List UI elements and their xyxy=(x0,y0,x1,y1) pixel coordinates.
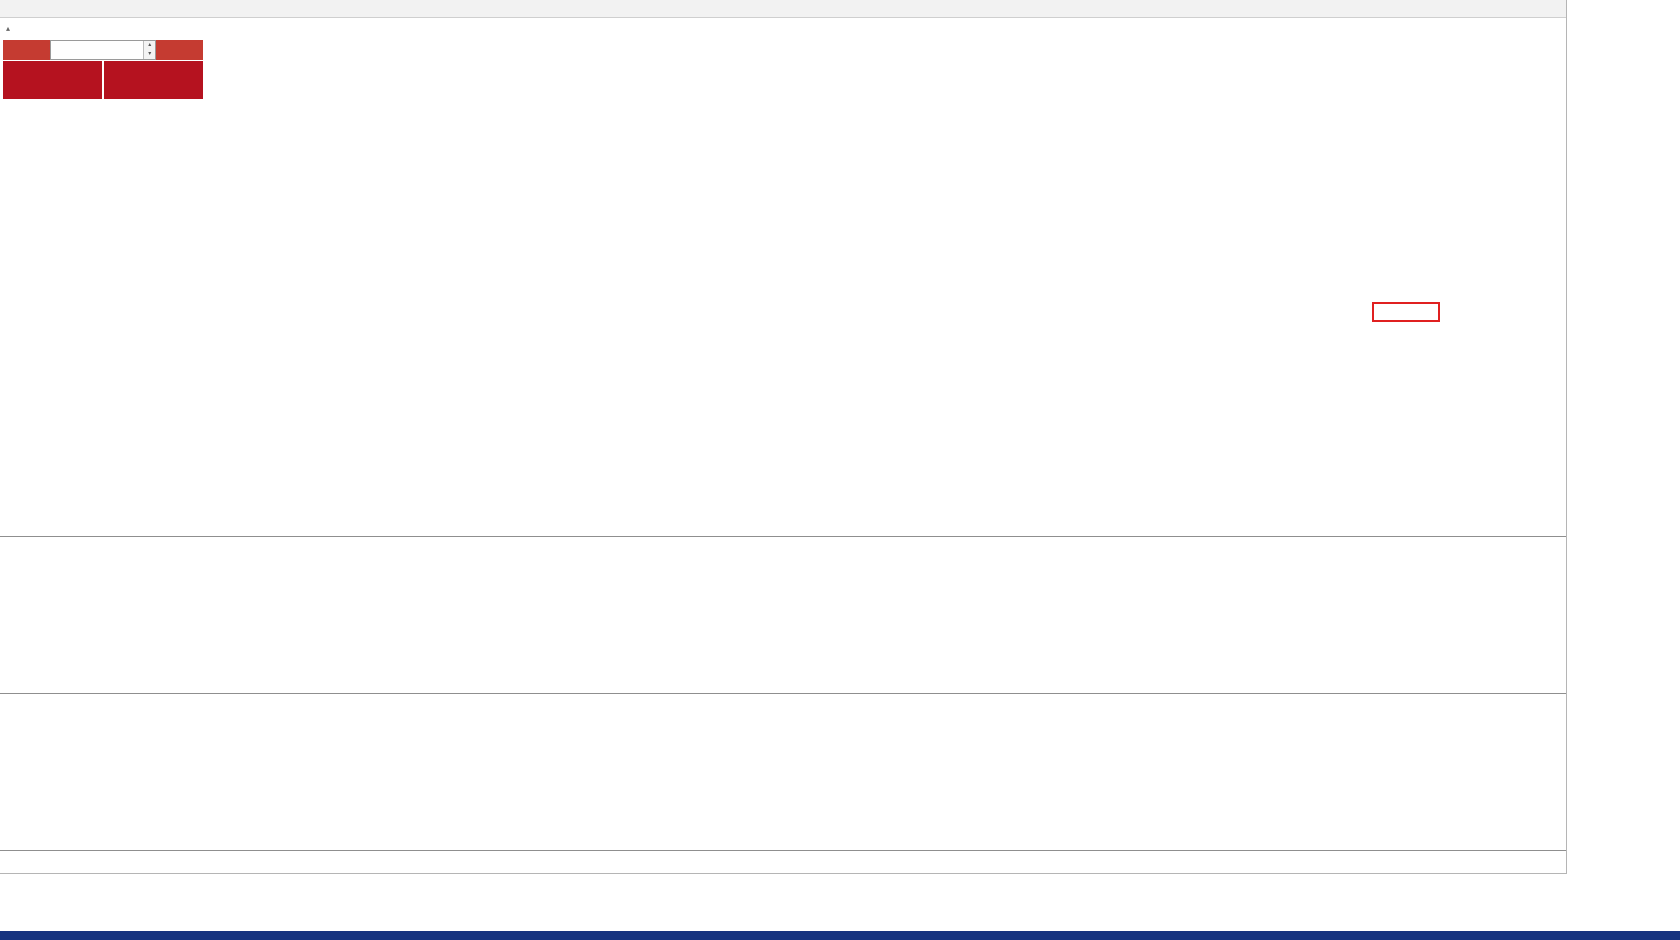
buy-price-button[interactable] xyxy=(104,61,203,99)
volume-decrease-button[interactable]: ▾ xyxy=(144,50,155,59)
macd-indicator-pane xyxy=(0,537,1566,694)
rsi-indicator-pane xyxy=(0,694,1566,851)
volume-stepper: ▴ ▾ xyxy=(143,41,155,59)
volume-box: ▴ ▾ xyxy=(50,40,156,60)
buy-button[interactable] xyxy=(156,40,203,60)
volume-input[interactable] xyxy=(51,41,144,59)
trading-platform-window: ▴ ▴ ▾ xyxy=(0,0,1567,874)
volume-increase-button[interactable]: ▴ xyxy=(144,41,155,50)
sell-price-button[interactable] xyxy=(3,61,102,99)
sell-button[interactable] xyxy=(3,40,50,60)
price-chart-pane: ▴ ▴ ▾ xyxy=(0,18,1566,537)
one-click-trading-panel: ▴ ▾ xyxy=(3,40,203,99)
toolbar xyxy=(0,0,1566,18)
resistance-price-label-box[interactable] xyxy=(1372,302,1440,322)
desktop-background-gutter xyxy=(1568,0,1680,940)
chart-symbol-ohlc-label: ▴ xyxy=(6,22,12,34)
symbol-marker-icon: ▴ xyxy=(6,24,11,33)
taskbar-strip xyxy=(0,931,1680,940)
time-axis[interactable] xyxy=(0,851,1566,873)
